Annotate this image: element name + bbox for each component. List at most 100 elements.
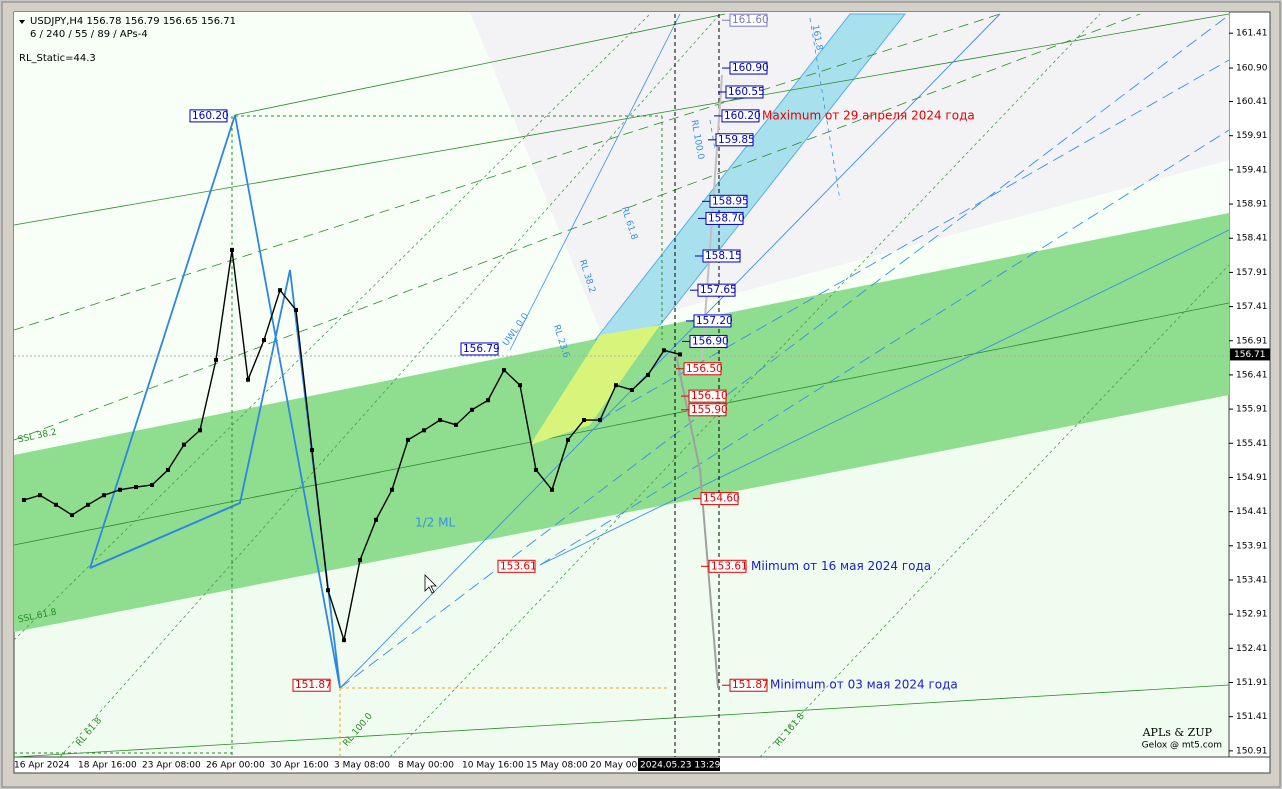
candle bbox=[38, 493, 42, 498]
level-box bbox=[688, 389, 727, 403]
level-label: 160.55 bbox=[728, 86, 765, 98]
level-box bbox=[729, 678, 768, 692]
y-tick-label: 160.90 bbox=[1236, 64, 1268, 74]
level-label: 153.61 bbox=[711, 560, 748, 572]
y-tick-label: 150.91 bbox=[1236, 746, 1268, 756]
candle bbox=[342, 638, 346, 643]
level-label: 157.20 bbox=[696, 315, 733, 327]
dotted-line bbox=[13, 13, 651, 641]
y-tick-label: 158.91 bbox=[1236, 200, 1268, 210]
level-box bbox=[725, 85, 764, 99]
candle bbox=[566, 437, 570, 442]
fan-zone bbox=[470, 12, 1229, 330]
candle bbox=[262, 338, 266, 343]
candle bbox=[374, 517, 378, 522]
x-tick-label: 15 May 08:00 bbox=[526, 761, 588, 771]
candle bbox=[246, 377, 250, 382]
level-label: 161.60 bbox=[732, 14, 769, 26]
pivot-label: 151.87 bbox=[295, 679, 332, 691]
candle bbox=[678, 352, 682, 357]
candle bbox=[518, 383, 522, 388]
green-channel bbox=[14, 213, 1229, 632]
candle bbox=[166, 467, 170, 472]
level-box bbox=[729, 13, 768, 27]
site: Gelox @ mt5.com bbox=[1142, 741, 1222, 751]
candle bbox=[294, 308, 298, 312]
candle bbox=[150, 482, 154, 487]
level-box bbox=[715, 133, 754, 147]
pivot-box bbox=[189, 109, 228, 123]
collapse-arrow[interactable] bbox=[19, 20, 25, 24]
level-box bbox=[729, 61, 768, 75]
level-box bbox=[683, 362, 722, 376]
level-label: 160.90 bbox=[732, 62, 769, 74]
pivot-box bbox=[497, 559, 536, 573]
y-tick-label: 159.91 bbox=[1236, 131, 1268, 141]
level-box bbox=[693, 314, 732, 328]
candle bbox=[214, 357, 218, 362]
candle bbox=[310, 448, 314, 453]
level-box bbox=[702, 249, 741, 263]
level-note: Miimum от 16 мая 2024 года bbox=[751, 559, 931, 573]
line-label: 161.8 bbox=[810, 24, 824, 51]
trend-line bbox=[13, 13, 1230, 226]
brand: APLs & ZUP bbox=[1142, 726, 1213, 739]
candle bbox=[614, 383, 618, 388]
channel-median bbox=[13, 302, 1230, 546]
candle bbox=[646, 372, 650, 377]
y-tick-label: 156.41 bbox=[1236, 370, 1268, 380]
zigzag bbox=[89, 502, 241, 569]
y-tick-label: 152.91 bbox=[1236, 610, 1268, 620]
cursor-time-box bbox=[638, 758, 720, 771]
level-box bbox=[708, 559, 747, 573]
pivot-box bbox=[292, 678, 331, 692]
pitchfork-line bbox=[599, 59, 1230, 421]
level-label: 159.85 bbox=[718, 134, 755, 146]
level-note: Maximum от 29 апреля 2024 года bbox=[762, 108, 975, 122]
x-tick-label: 18 Apr 16:00 bbox=[78, 761, 137, 771]
y-tick-label: 159.41 bbox=[1236, 165, 1268, 175]
dashed-line bbox=[13, 13, 1001, 331]
candle bbox=[486, 398, 490, 403]
mouse-cursor bbox=[424, 574, 437, 594]
drawing-objects bbox=[13, 12, 1230, 758]
level-label: 160.20 bbox=[724, 110, 761, 122]
y-tick-label: 157.41 bbox=[1236, 302, 1268, 312]
y-tick-label: 154.91 bbox=[1236, 473, 1268, 483]
fib-line bbox=[809, 17, 841, 201]
level-label: 151.87 bbox=[732, 679, 769, 691]
trend-line bbox=[234, 13, 726, 116]
y-tick-label: 160.41 bbox=[1236, 97, 1268, 107]
candle bbox=[454, 422, 458, 427]
pivot-label: 156.79 bbox=[463, 343, 500, 355]
level-box bbox=[705, 211, 744, 225]
level-note: Minimum от 03 мая 2024 года bbox=[770, 678, 958, 692]
x-tick-label: 3 May 08:00 bbox=[334, 761, 390, 771]
y-tick-label: 157.91 bbox=[1236, 268, 1268, 278]
price-axis bbox=[1228, 11, 1271, 758]
symbol-line: USDJPY,H4 156.78 156.79 156.65 156.71 bbox=[30, 16, 236, 27]
candle bbox=[470, 407, 474, 412]
level-label: 154.60 bbox=[703, 493, 740, 505]
candle bbox=[118, 487, 122, 492]
y-tick-label: 153.91 bbox=[1236, 541, 1268, 551]
projection-line bbox=[675, 354, 719, 689]
pivot-label: 160.20 bbox=[192, 110, 229, 122]
level-box bbox=[721, 109, 760, 123]
level-box bbox=[700, 492, 739, 506]
y-tick-label: 161.41 bbox=[1236, 29, 1268, 39]
candle bbox=[534, 467, 538, 472]
level-label: 157.65 bbox=[700, 284, 737, 296]
level-label: 158.15 bbox=[705, 250, 742, 262]
candle bbox=[182, 442, 186, 447]
pitchfork-line bbox=[539, 129, 1230, 566]
level-label: 156.10 bbox=[691, 390, 728, 402]
candle bbox=[390, 487, 394, 492]
pitchfork-line bbox=[539, 229, 1230, 566]
y-tick-label: 158.41 bbox=[1236, 234, 1268, 244]
current-price-box bbox=[1230, 348, 1270, 361]
candle bbox=[102, 493, 106, 498]
y-tick-label: 151.91 bbox=[1236, 678, 1268, 688]
